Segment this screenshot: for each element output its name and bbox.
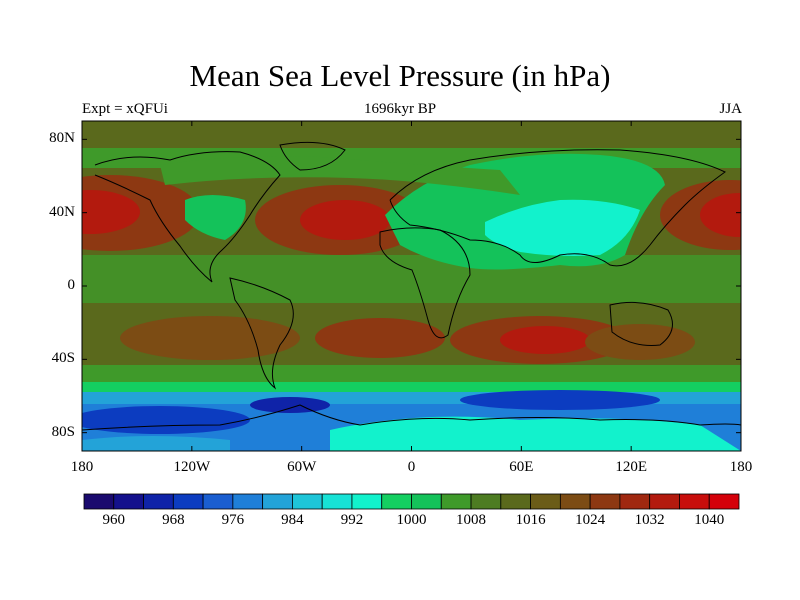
colorbar-box-10 [381, 493, 412, 510]
colorbar-label: 1016 [515, 512, 546, 528]
time-label: 1696kyr BP [363, 101, 437, 117]
colorbar-box-6 [262, 493, 293, 510]
colorbar-box-13 [470, 493, 502, 510]
lon-label: 120W [173, 459, 211, 475]
antarctic-low-2 [460, 390, 660, 410]
south-pacific-high [120, 316, 300, 360]
colorbar-box-12 [440, 493, 472, 510]
north-atlantic-low-belt [160, 156, 520, 195]
north-america-low [185, 195, 246, 240]
coast-eurasia [389, 149, 726, 267]
antarctic-interior-2 [82, 436, 230, 451]
antarctic-interior [330, 416, 741, 451]
lon-label: 180 [70, 459, 94, 475]
colorbar-box-21 [708, 493, 740, 510]
colorbar-label: 960 [102, 512, 126, 528]
chart-title: Mean Sea Level Pressure (in hPa) [189, 58, 611, 93]
lon-label: 60W [287, 459, 317, 475]
lon-label: 0 [407, 459, 416, 475]
coast-north-america [94, 151, 281, 283]
axis-ticks [81, 121, 742, 451]
colorbar-box-16 [559, 493, 591, 510]
colorbar-box-1 [113, 493, 144, 510]
colorbar-label: 1000 [396, 512, 427, 528]
colorbar-label: 1024 [575, 512, 606, 528]
north-pacific-high-west-core [82, 190, 140, 234]
lat-label: 40S [51, 350, 75, 367]
experiment-label: Expt = xQFUi [82, 101, 168, 117]
lon-label: 180 [729, 459, 753, 475]
lat-label: 80N [49, 130, 75, 147]
lon-label: 120E [615, 459, 647, 475]
colorbar-label: 1032 [634, 512, 665, 528]
colorbar-box-14 [500, 493, 531, 510]
colorbar-box-20 [679, 493, 710, 510]
asia-cyan-core [485, 199, 640, 256]
coast-antarctica [82, 404, 741, 431]
south-atlantic-high [315, 318, 445, 358]
colorbar-label: 992 [340, 512, 364, 528]
coastlines [82, 141, 741, 431]
colorbar-box-15 [530, 493, 561, 510]
south-indian-high-core [500, 326, 590, 354]
colorbar-box-2 [143, 493, 174, 510]
season-label: JJA [719, 101, 742, 117]
coast-australia [609, 301, 673, 346]
coast-greenland [279, 141, 346, 171]
lon-label: 60E [509, 459, 534, 475]
colorbar-box-17 [589, 493, 621, 510]
colorbar-box-3 [172, 493, 204, 510]
colorbar-box-18 [619, 493, 651, 510]
colorbar-box-7 [292, 493, 323, 510]
colorbar-box-11 [411, 493, 442, 510]
north-atlantic-high-core [300, 200, 390, 240]
colorbar-box-4 [202, 493, 234, 510]
colorbar-label: 976 [221, 512, 245, 528]
colorbar-label: 1008 [456, 512, 487, 528]
lat-label: 80S [51, 423, 75, 440]
colorbar-label: 984 [281, 512, 304, 528]
colorbar-label: 1040 [694, 512, 725, 528]
southern-green-belt [82, 365, 741, 387]
antarctic-low-3 [250, 397, 330, 413]
colorbar-label: 968 [162, 512, 185, 528]
colorbar-box-8 [321, 493, 353, 510]
colorbar-box-19 [649, 493, 680, 510]
colorbar-box-9 [351, 493, 383, 510]
equatorial-green-belt [82, 255, 741, 303]
coast-south-america [229, 277, 294, 390]
colorbar-box-0 [83, 493, 115, 510]
north-pacific-high-east-core [700, 193, 741, 237]
colorbar-box-5 [232, 493, 264, 510]
lat-label: 40N [49, 203, 75, 220]
lat-label: 0 [67, 277, 76, 293]
